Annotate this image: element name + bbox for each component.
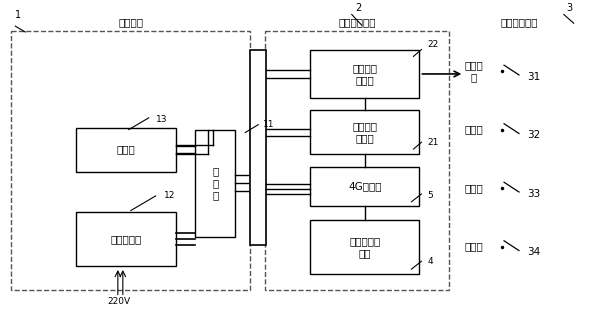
Text: 电机控制机构: 电机控制机构 xyxy=(339,17,376,27)
Text: 4G路由器: 4G路由器 xyxy=(348,181,382,191)
Text: 继
电
器: 继 电 器 xyxy=(212,167,218,200)
Text: 1: 1 xyxy=(16,11,22,20)
Bar xyxy=(310,220,419,274)
Text: 220V: 220V xyxy=(107,297,130,307)
Text: 步进电机
控制器: 步进电机 控制器 xyxy=(352,121,377,143)
Bar xyxy=(250,49,266,245)
Text: 33: 33 xyxy=(527,189,540,199)
Text: 连接件: 连接件 xyxy=(464,183,483,193)
Bar xyxy=(310,110,419,154)
Text: 11: 11 xyxy=(263,120,275,129)
Text: 蓄电池: 蓄电池 xyxy=(116,145,135,154)
Text: 机械连接机构: 机械连接机构 xyxy=(500,17,538,27)
Text: 远程上位控
制机: 远程上位控 制机 xyxy=(349,236,380,258)
Text: 12: 12 xyxy=(164,191,175,201)
Bar xyxy=(310,49,419,98)
Text: 22: 22 xyxy=(427,40,439,49)
Bar xyxy=(265,31,449,290)
Bar xyxy=(196,129,235,237)
Bar xyxy=(76,213,176,266)
Text: 步进电
机: 步进电 机 xyxy=(464,60,483,82)
Text: 5: 5 xyxy=(427,191,433,201)
Text: 供电机构: 供电机构 xyxy=(118,17,143,27)
Bar xyxy=(76,128,176,171)
Text: 34: 34 xyxy=(527,248,540,257)
Text: 21: 21 xyxy=(427,138,439,147)
Text: 3: 3 xyxy=(567,2,573,13)
Text: 直流变压器: 直流变压器 xyxy=(110,234,142,244)
Text: 步进电机
驱动器: 步进电机 驱动器 xyxy=(352,63,377,85)
Bar xyxy=(11,31,250,290)
Text: 减速器: 减速器 xyxy=(464,125,483,135)
Text: 4: 4 xyxy=(427,257,433,266)
Text: 节流阀: 节流阀 xyxy=(464,242,483,252)
Text: 2: 2 xyxy=(356,2,362,13)
Text: 32: 32 xyxy=(527,130,540,140)
Text: 13: 13 xyxy=(155,115,167,124)
Bar xyxy=(310,167,419,206)
Text: 31: 31 xyxy=(527,72,540,82)
